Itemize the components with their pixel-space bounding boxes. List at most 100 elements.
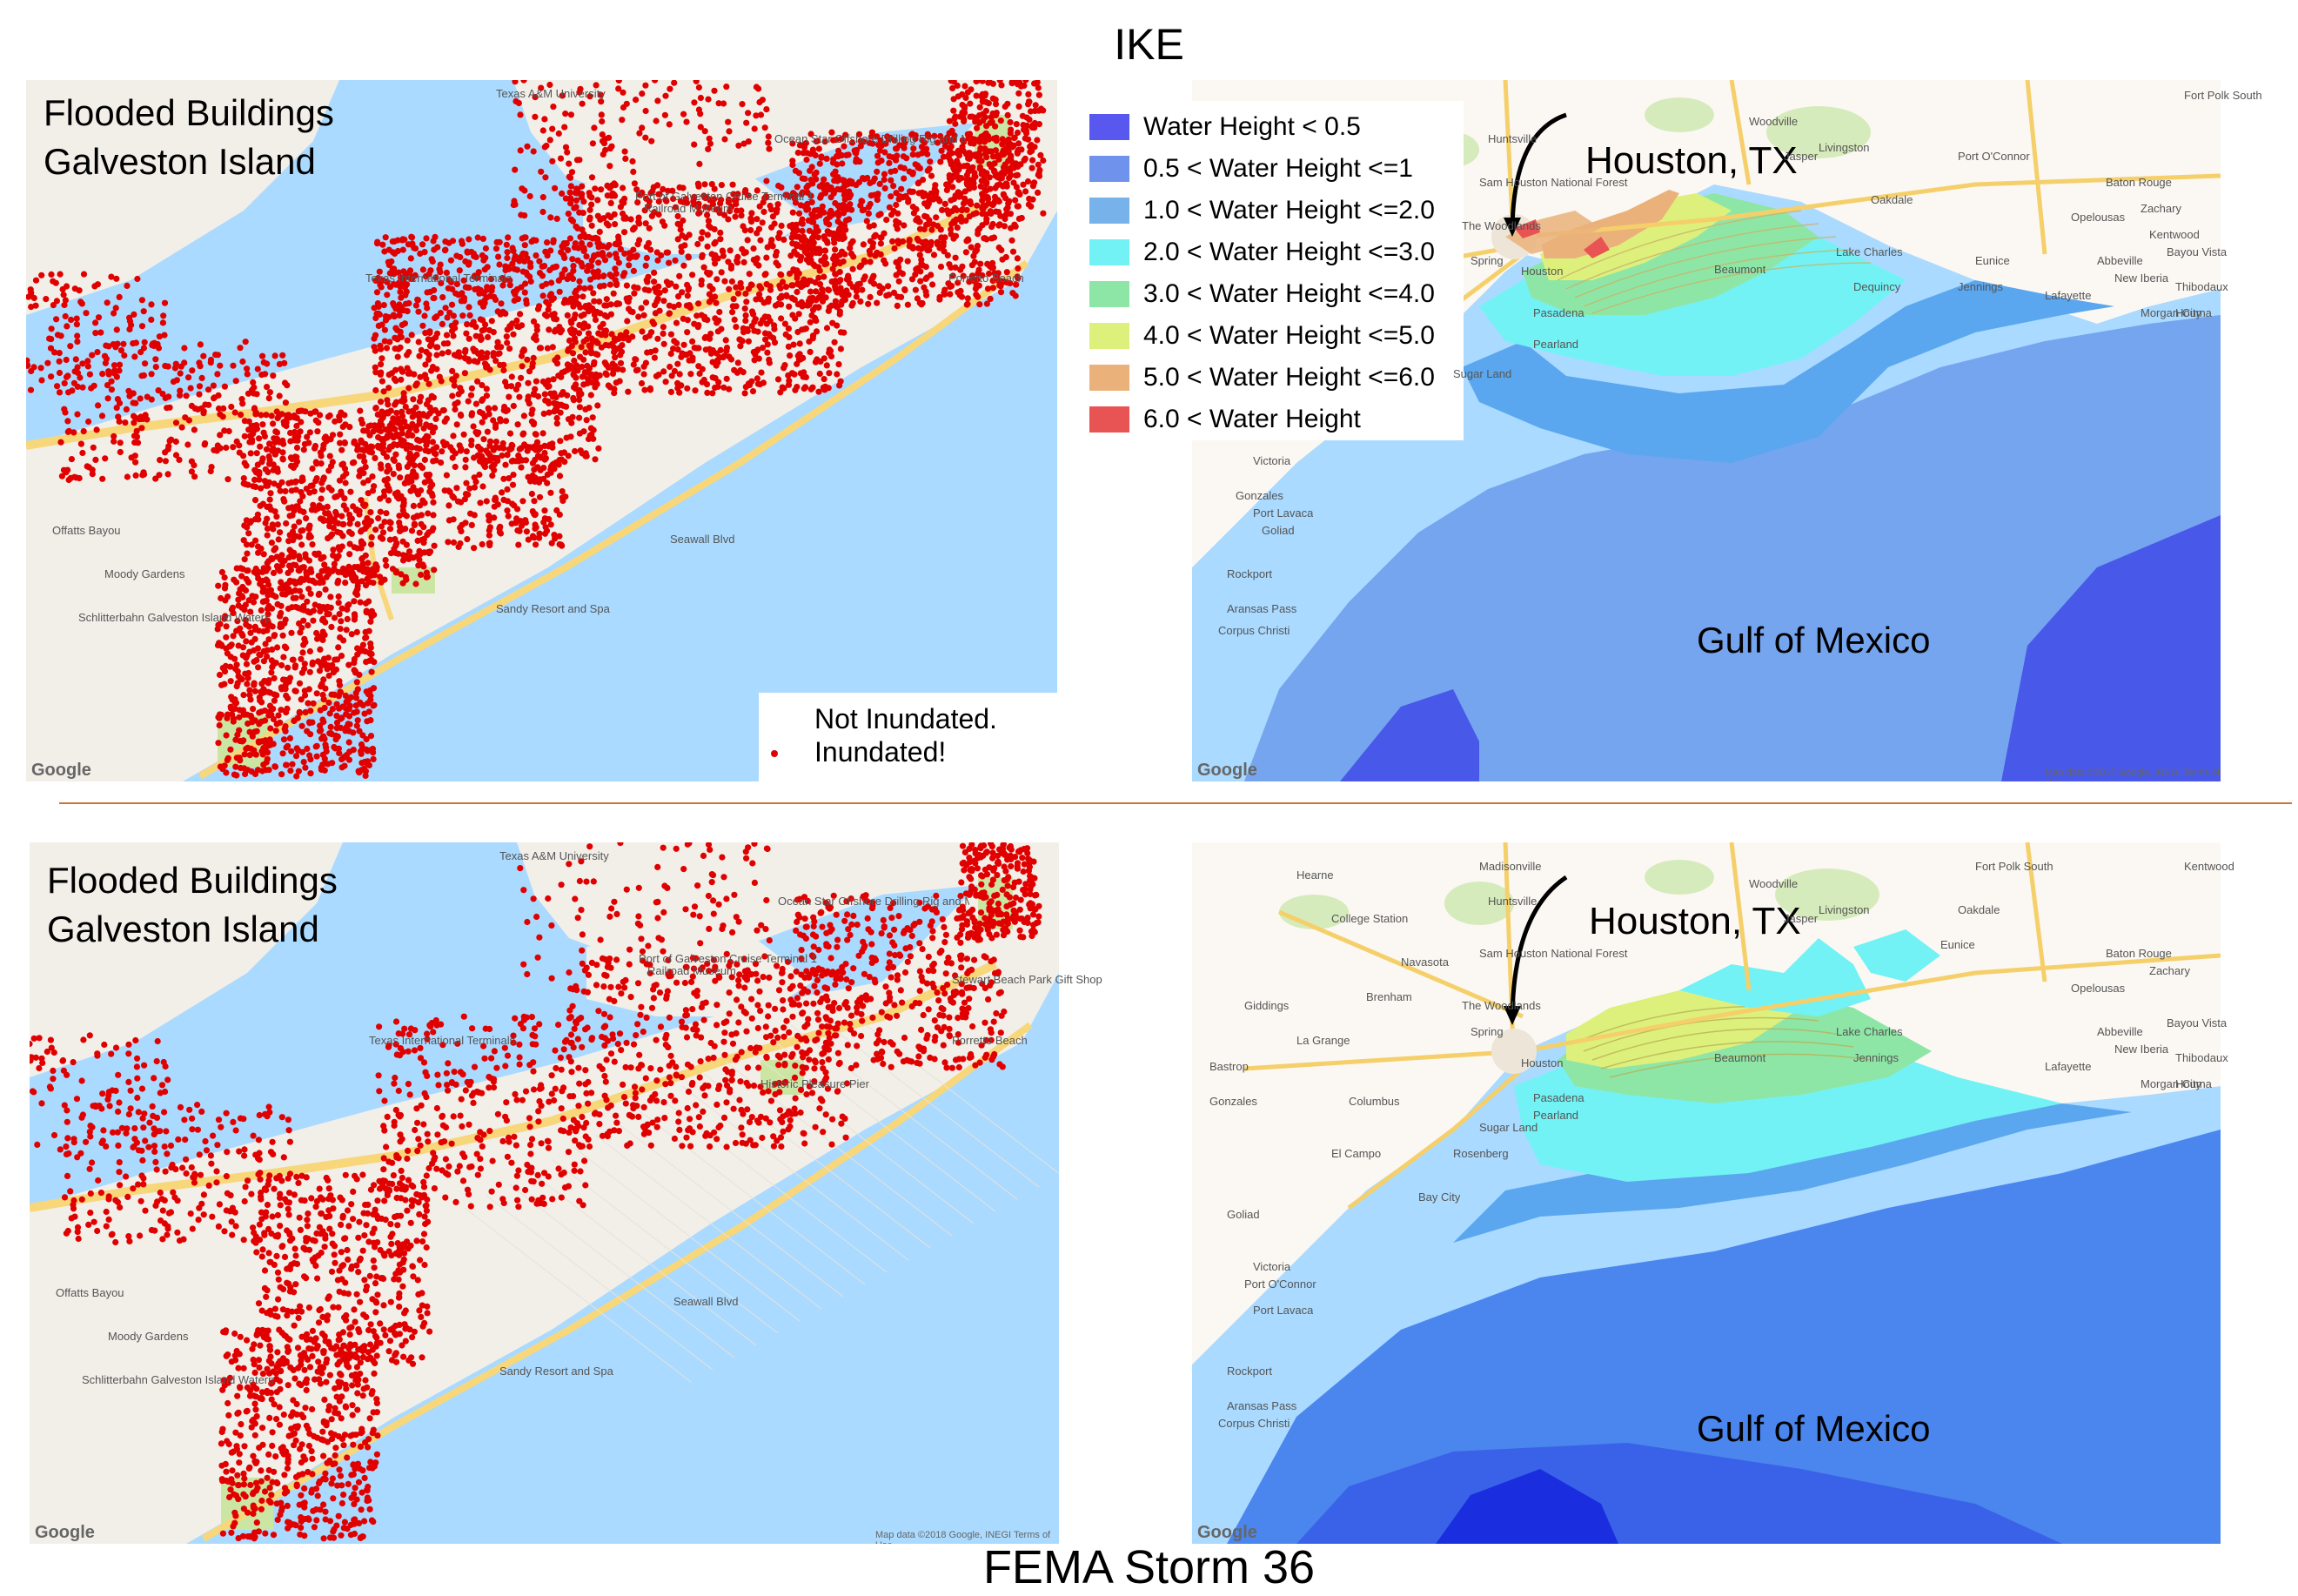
inundated-dot: [705, 96, 712, 103]
inundated-dot: [510, 201, 517, 209]
inundated-dot: [851, 147, 858, 154]
inundated-dot: [300, 759, 307, 766]
inundated-dot: [251, 770, 259, 778]
inundated-dot: [859, 175, 867, 182]
inundated-dot: [707, 283, 714, 290]
inundated-dot: [566, 174, 574, 181]
inundated-dot: [620, 199, 627, 206]
inundated-dot: [278, 771, 285, 778]
inundated-dot: [919, 299, 926, 307]
inundated-dot: [901, 144, 908, 151]
inundated-dot: [894, 152, 901, 159]
inundated-dot: [881, 171, 888, 178]
inundated-dot: [789, 209, 796, 216]
inundated-dot: [830, 230, 837, 237]
inundated-dot: [733, 284, 740, 291]
inundated-dot: [866, 139, 874, 146]
inundated-dot: [695, 300, 702, 307]
inundated-dot: [835, 227, 842, 234]
inundated-dot: [874, 299, 881, 306]
inundated-dot: [983, 300, 990, 307]
inundated-dot: [733, 324, 740, 331]
inundated-dot: [827, 194, 834, 201]
inundated-dot: [679, 289, 686, 296]
inundated-dot: [400, 390, 407, 397]
inundated-dot: [934, 238, 941, 245]
inundated-dot: [1005, 136, 1012, 143]
inundated-dot: [323, 748, 330, 755]
inundated-dot: [438, 459, 445, 466]
inundated-dot: [304, 745, 311, 753]
inundated-dot: [706, 222, 713, 230]
inundated-dot: [200, 408, 207, 415]
inundated-dot: [572, 240, 579, 247]
inundated-dot: [807, 177, 814, 184]
inundated-dot: [967, 113, 974, 120]
inundated-dot: [315, 591, 322, 599]
inundated-dot: [202, 439, 209, 447]
inundated-dot: [412, 302, 419, 309]
inundated-dot: [131, 353, 138, 360]
inundated-dot: [707, 331, 714, 338]
inundated-dot: [217, 411, 224, 418]
inundated-dot: [643, 195, 650, 202]
inundated-dot: [759, 219, 766, 226]
inundated-dot: [910, 145, 917, 152]
inundated-dot: [715, 100, 722, 107]
inundated-dot: [495, 351, 502, 358]
inundated-dot: [670, 195, 677, 203]
inundated-dot: [740, 140, 747, 147]
inundated-dot: [458, 446, 465, 453]
inundated-dot: [721, 278, 728, 285]
inundated-dot: [668, 372, 675, 379]
inundated-dot: [230, 444, 237, 451]
inundated-dot: [396, 519, 403, 526]
inundated-dot: [503, 241, 510, 248]
inundated-dot: [380, 493, 387, 500]
inundated-dot: [786, 333, 793, 341]
inundated-dot: [744, 237, 751, 244]
inundated-dot: [808, 198, 815, 205]
inundated-dot: [631, 290, 638, 297]
inundated-dot: [760, 208, 767, 215]
inundated-dot: [358, 446, 365, 453]
inundated-dot: [803, 206, 810, 213]
inundated-dot: [408, 444, 416, 451]
inundated-dot: [319, 691, 326, 699]
inundated-dot: [890, 207, 897, 215]
inundated-dot: [670, 304, 678, 311]
inundated-dot: [789, 158, 796, 164]
inundated-dot: [493, 238, 500, 245]
inundated-dot: [579, 100, 586, 107]
inundated-dot: [412, 473, 419, 480]
inundated-dot: [70, 429, 77, 436]
inundated-dot: [270, 372, 277, 379]
inundated-dot: [1005, 158, 1012, 164]
galveston-map-ike[interactable]: Flooded Buildings Galveston Island Not I…: [26, 80, 1057, 781]
inundated-dot: [649, 319, 656, 325]
inundated-dot: [361, 458, 368, 465]
inundated-dot: [421, 456, 428, 463]
inundated-dot: [205, 401, 212, 408]
inundated-dot: [509, 260, 516, 267]
inundated-dot: [432, 451, 439, 458]
inundated-dot: [301, 687, 308, 694]
inundated-dot: [675, 293, 682, 300]
inundated-dot: [79, 449, 86, 457]
inundated-dot: [708, 181, 715, 188]
inundated-dot: [737, 343, 744, 350]
inundated-dot: [809, 332, 817, 339]
inundated-dot: [224, 756, 231, 764]
inundated-dot: [325, 484, 332, 491]
inundated-dot: [694, 324, 701, 331]
inundated-dot: [912, 286, 919, 293]
inundated-dot: [665, 187, 672, 194]
inundated-dot: [579, 183, 586, 190]
inundated-dot: [274, 468, 281, 475]
inundated-dot: [412, 580, 419, 587]
inundated-dot: [443, 332, 451, 339]
inundated-dot: [425, 510, 432, 517]
inundated-dot: [773, 209, 781, 216]
inundated-dot: [468, 441, 475, 448]
inundated-dot: [281, 643, 288, 650]
